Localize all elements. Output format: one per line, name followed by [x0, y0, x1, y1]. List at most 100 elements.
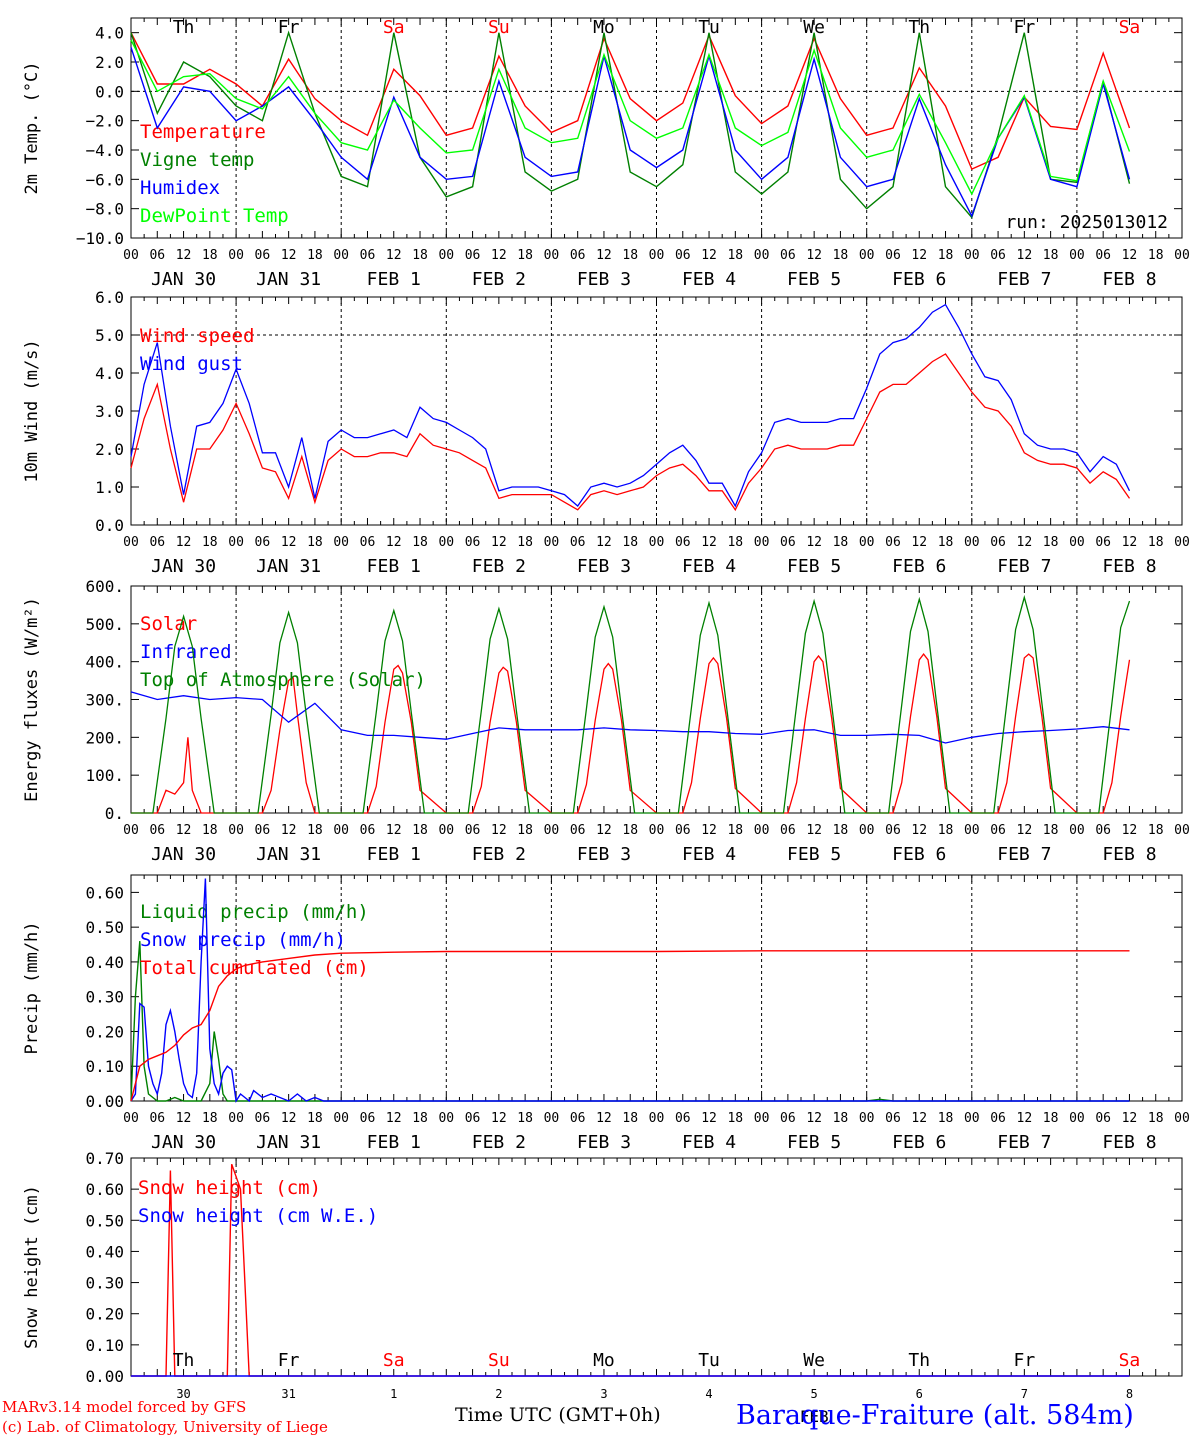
- y-tick-label: 2.0: [95, 53, 124, 72]
- day-label: JAN 31: [256, 556, 321, 577]
- weekday-label-bottom: Th: [173, 1350, 195, 1371]
- hour-tick-label: 12: [1017, 248, 1033, 263]
- hour-tick-label: 12: [596, 535, 612, 550]
- hour-tick-label: 12: [176, 1111, 192, 1126]
- y-tick-label: 0.10: [85, 1336, 124, 1355]
- hour-tick-label: 18: [938, 823, 954, 838]
- day-label: FEB 5: [787, 1132, 841, 1153]
- hour-tick-label: 18: [517, 248, 533, 263]
- weekday-label-bottom: Sa: [383, 1350, 405, 1371]
- y-axis-title: 2m Temp. (°C): [22, 61, 42, 194]
- hour-tick-label: 18: [517, 823, 533, 838]
- y-tick-label: 0.30: [85, 1274, 124, 1293]
- hour-tick-label: 12: [596, 248, 612, 263]
- hour-tick-label: 00: [1174, 823, 1190, 838]
- bottom-day-number: 1: [390, 1387, 397, 1401]
- hour-tick-label: 00: [964, 1111, 980, 1126]
- hour-tick-label: 12: [911, 248, 927, 263]
- hour-tick-label: 12: [596, 823, 612, 838]
- hour-tick-label: 18: [202, 535, 218, 550]
- hour-tick-label: 12: [911, 823, 927, 838]
- hour-tick-label: 00: [438, 1111, 454, 1126]
- legend-entry: Top of Atmosphere (Solar): [140, 669, 426, 691]
- hour-tick-label: 06: [360, 248, 376, 263]
- hour-tick-label: 18: [833, 535, 849, 550]
- series-line-wind-speed: [130, 353, 1131, 512]
- station-name: Baraque-Fraiture (alt. 584m): [736, 1400, 1134, 1431]
- day-label: FEB 1: [367, 844, 421, 865]
- hour-tick-label: 00: [333, 535, 349, 550]
- hour-tick-label: 12: [701, 1111, 717, 1126]
- series-line-humidex: [130, 47, 1131, 218]
- hour-tick-label: 12: [806, 823, 822, 838]
- hour-tick-label: 06: [885, 823, 901, 838]
- day-label: FEB 8: [1102, 269, 1156, 290]
- hour-tick-label: 00: [228, 823, 244, 838]
- hour-tick-label: 06: [465, 823, 481, 838]
- hour-tick-label: 18: [307, 248, 323, 263]
- day-label: FEB 3: [577, 1132, 631, 1153]
- hour-tick-label: 00: [649, 248, 665, 263]
- day-label: FEB 2: [472, 1132, 526, 1153]
- bottom-day-number: 6: [916, 1387, 923, 1401]
- day-label: FEB 4: [682, 1132, 736, 1153]
- hour-tick-label: 18: [202, 248, 218, 263]
- hour-tick-label: 12: [1017, 823, 1033, 838]
- weekday-label-top: Th: [908, 17, 930, 38]
- y-tick-label: −6.0: [85, 170, 124, 189]
- weekday-label-bottom: Su: [488, 1350, 510, 1371]
- day-label: JAN 31: [256, 269, 321, 290]
- y-tick-label: 4.0: [95, 364, 124, 383]
- bottom-day-number: 8: [1126, 1387, 1133, 1401]
- hour-tick-label: 18: [622, 535, 638, 550]
- hour-tick-label: 00: [1174, 1111, 1190, 1126]
- hour-tick-label: 12: [806, 248, 822, 263]
- hour-tick-label: 06: [885, 535, 901, 550]
- day-label: FEB 1: [367, 1132, 421, 1153]
- weekday-label-top: Th: [173, 17, 195, 38]
- hour-tick-label: 06: [570, 248, 586, 263]
- bottom-day-number: 3: [600, 1387, 607, 1401]
- y-tick-label: 500.: [85, 615, 124, 634]
- hour-tick-label: 06: [255, 535, 271, 550]
- hour-tick-label: 12: [491, 248, 507, 263]
- hour-tick-label: 00: [1069, 248, 1085, 263]
- weekday-label-top: Fr: [278, 17, 300, 38]
- y-tick-label: 600.: [85, 577, 124, 596]
- bottom-day-number: 5: [811, 1387, 818, 1401]
- hour-tick-label: 00: [544, 823, 560, 838]
- hour-tick-label: 06: [780, 823, 796, 838]
- hour-tick-label: 12: [1017, 1111, 1033, 1126]
- hour-tick-label: 18: [307, 535, 323, 550]
- hour-tick-label: 12: [491, 823, 507, 838]
- weekday-label-bottom: Tu: [698, 1350, 720, 1371]
- day-label: FEB 3: [577, 556, 631, 577]
- day-label: FEB 3: [577, 269, 631, 290]
- hour-tick-label: 06: [149, 823, 165, 838]
- series-line-top-of-atmosphere-solar-: [131, 594, 1131, 814]
- legend-entry: Humidex: [140, 177, 220, 199]
- panel-2: 6.0 5.0 4.0 3.0 2.0 1.0 0.0 10m Wind (m/s) Wind …: [22, 288, 1190, 577]
- y-tick-label: 3.0: [95, 402, 124, 421]
- hour-tick-label: 00: [438, 823, 454, 838]
- hour-tick-label: 06: [570, 1111, 586, 1126]
- hour-tick-label: 06: [255, 1111, 271, 1126]
- hour-tick-label: 18: [1043, 823, 1059, 838]
- hour-tick-label: 00: [1174, 248, 1190, 263]
- hour-tick-label: 06: [990, 535, 1006, 550]
- day-label: FEB 2: [472, 269, 526, 290]
- hour-tick-label: 00: [544, 1111, 560, 1126]
- panel-4: 0.60 0.50 0.40 0.30 0.20 0.10 0.00 Precip (mm/h…: [22, 874, 1190, 1153]
- hour-tick-label: 06: [1095, 248, 1111, 263]
- day-label: FEB 7: [997, 844, 1051, 865]
- series-line-snow-precip-mm-h-: [130, 878, 1130, 1103]
- bottom-day-number: 4: [705, 1387, 712, 1401]
- day-label: FEB 5: [787, 556, 841, 577]
- hour-tick-label: 18: [412, 535, 428, 550]
- day-label: FEB 4: [682, 556, 736, 577]
- day-label: FEB 4: [682, 844, 736, 865]
- hour-tick-label: 18: [202, 823, 218, 838]
- bottom-day-number: 7: [1021, 1387, 1028, 1401]
- legend-entry: Snow height (cm W.E.): [138, 1205, 378, 1227]
- legend-entry: Vigne temp: [140, 149, 254, 171]
